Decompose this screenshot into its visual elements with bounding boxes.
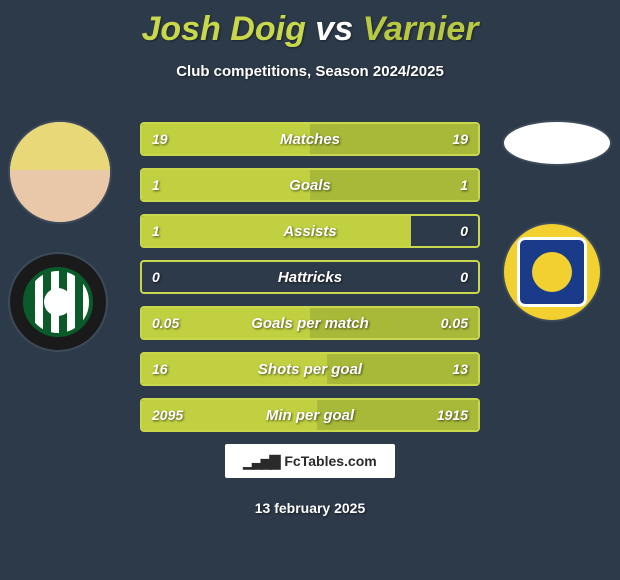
stat-label: Min per goal (142, 407, 478, 424)
footer-logo[interactable]: ▁▃▅▇ FcTables.com (225, 444, 395, 478)
stat-row: 0.05Goals per match0.05 (140, 306, 480, 340)
player2-name: Varnier (363, 10, 479, 48)
stat-label: Matches (142, 131, 478, 148)
logo-icon: ▁▃▅▇ (243, 453, 278, 470)
player1-avatar (8, 120, 112, 224)
page-title: Josh Doig vs Varnier (0, 0, 620, 49)
stat-label: Goals (142, 177, 478, 194)
stat-value-right: 0 (460, 269, 478, 285)
stat-row: 19Matches19 (140, 122, 480, 156)
stat-label: Goals per match (142, 315, 478, 332)
player2-club-crest (502, 222, 602, 322)
stat-label: Shots per goal (142, 361, 478, 378)
stat-label: Hattricks (142, 269, 478, 286)
footer-logo-text: FcTables.com (284, 453, 376, 469)
stat-value-right: 13 (452, 361, 478, 377)
stat-row: 1Goals1 (140, 168, 480, 202)
player1-name: Josh Doig (142, 10, 306, 48)
stats-container: 19Matches191Goals11Assists00Hattricks00.… (140, 122, 480, 444)
left-avatars (8, 120, 112, 352)
stat-value-right: 0.05 (441, 315, 478, 331)
stat-value-right: 1 (460, 177, 478, 193)
stat-value-right: 19 (452, 131, 478, 147)
stat-value-right: 1915 (437, 407, 478, 423)
stat-row: 1Assists0 (140, 214, 480, 248)
right-avatars (502, 120, 612, 322)
player1-club-crest (8, 252, 108, 352)
player2-avatar (502, 120, 612, 166)
stat-row: 0Hattricks0 (140, 260, 480, 294)
vs-label: vs (315, 10, 353, 48)
stat-value-right: 0 (460, 223, 478, 239)
stat-row: 16Shots per goal13 (140, 352, 480, 386)
date-label: 13 february 2025 (0, 500, 620, 516)
subtitle: Club competitions, Season 2024/2025 (0, 63, 620, 80)
stat-row: 2095Min per goal1915 (140, 398, 480, 432)
stat-label: Assists (142, 223, 478, 240)
